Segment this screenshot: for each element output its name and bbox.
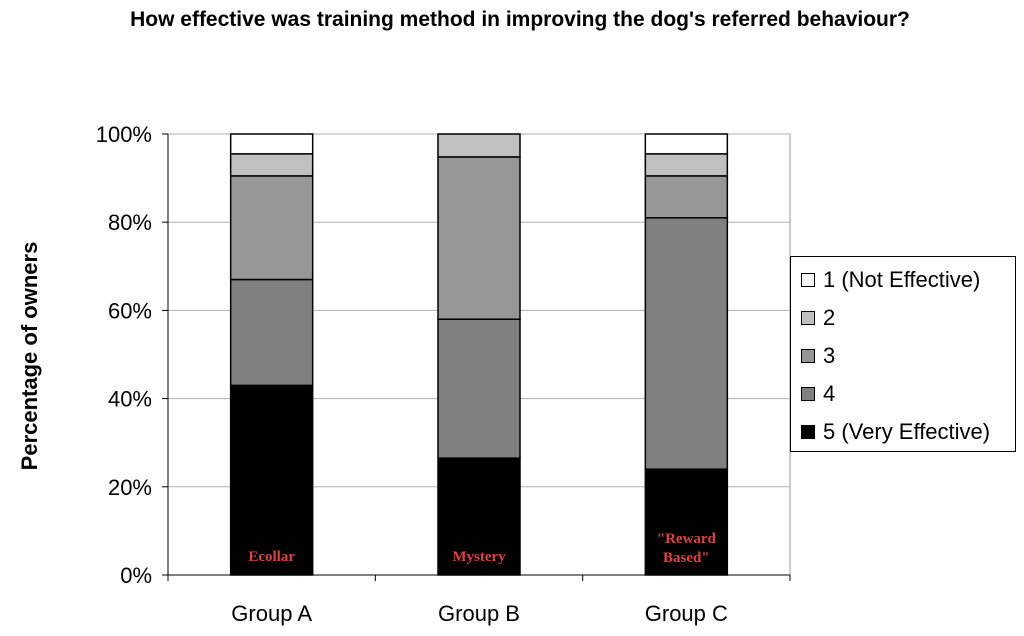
y-tick-label: 0%	[120, 563, 152, 588]
legend-label: 1 (Not Effective)	[823, 267, 981, 292]
legend-item: 4	[801, 381, 835, 407]
y-tick-label: 100%	[96, 122, 152, 147]
chart-legend: 1 (Not Effective) 2 3 4 5 (Very Effective)	[790, 256, 1016, 452]
y-tick-label: 80%	[108, 210, 152, 235]
legend-swatch	[801, 311, 815, 325]
bar-segment	[437, 156, 521, 320]
legend-swatch	[801, 425, 815, 439]
y-tick-label: 40%	[108, 387, 152, 412]
bar-annotation: Mystery	[452, 549, 506, 565]
legend-label: 2	[823, 305, 836, 330]
bar-segment	[229, 175, 314, 281]
bar-segment	[644, 153, 729, 177]
x-tick-label: Group C	[645, 601, 728, 626]
bar-annotation: Based"	[663, 550, 710, 566]
legend-label: 3	[823, 343, 836, 368]
bar-segment	[437, 457, 521, 576]
x-tick-label: Group B	[438, 601, 520, 626]
legend-label: 5 (Very Effective)	[823, 419, 991, 444]
bar-segment	[644, 217, 729, 470]
bar-segment	[644, 133, 729, 155]
bar-segment	[229, 153, 314, 177]
bar-segment	[229, 384, 314, 576]
legend-item: 5 (Very Effective)	[801, 419, 990, 445]
bar-segment	[229, 133, 314, 155]
legend-item: 1 (Not Effective)	[801, 267, 980, 293]
bar-segment	[437, 318, 521, 459]
legend-swatch	[801, 387, 815, 401]
y-tick-label: 60%	[108, 298, 152, 323]
bar-segment	[437, 133, 521, 158]
bar-annotation: Ecollar	[248, 549, 295, 565]
legend-item: 2	[801, 305, 835, 331]
bar-segment	[644, 175, 729, 219]
bar-segment	[229, 278, 314, 387]
bar-annotation: "Reward	[657, 531, 717, 547]
legend-swatch	[801, 273, 815, 287]
bar-segment	[644, 468, 729, 576]
chart-title: How effective was training method in imp…	[130, 8, 910, 31]
legend-swatch	[801, 349, 815, 363]
y-tick-label: 20%	[108, 475, 152, 500]
x-tick-label: Group A	[231, 601, 312, 626]
legend-label: 4	[823, 381, 836, 406]
legend-item: 3	[801, 343, 835, 369]
